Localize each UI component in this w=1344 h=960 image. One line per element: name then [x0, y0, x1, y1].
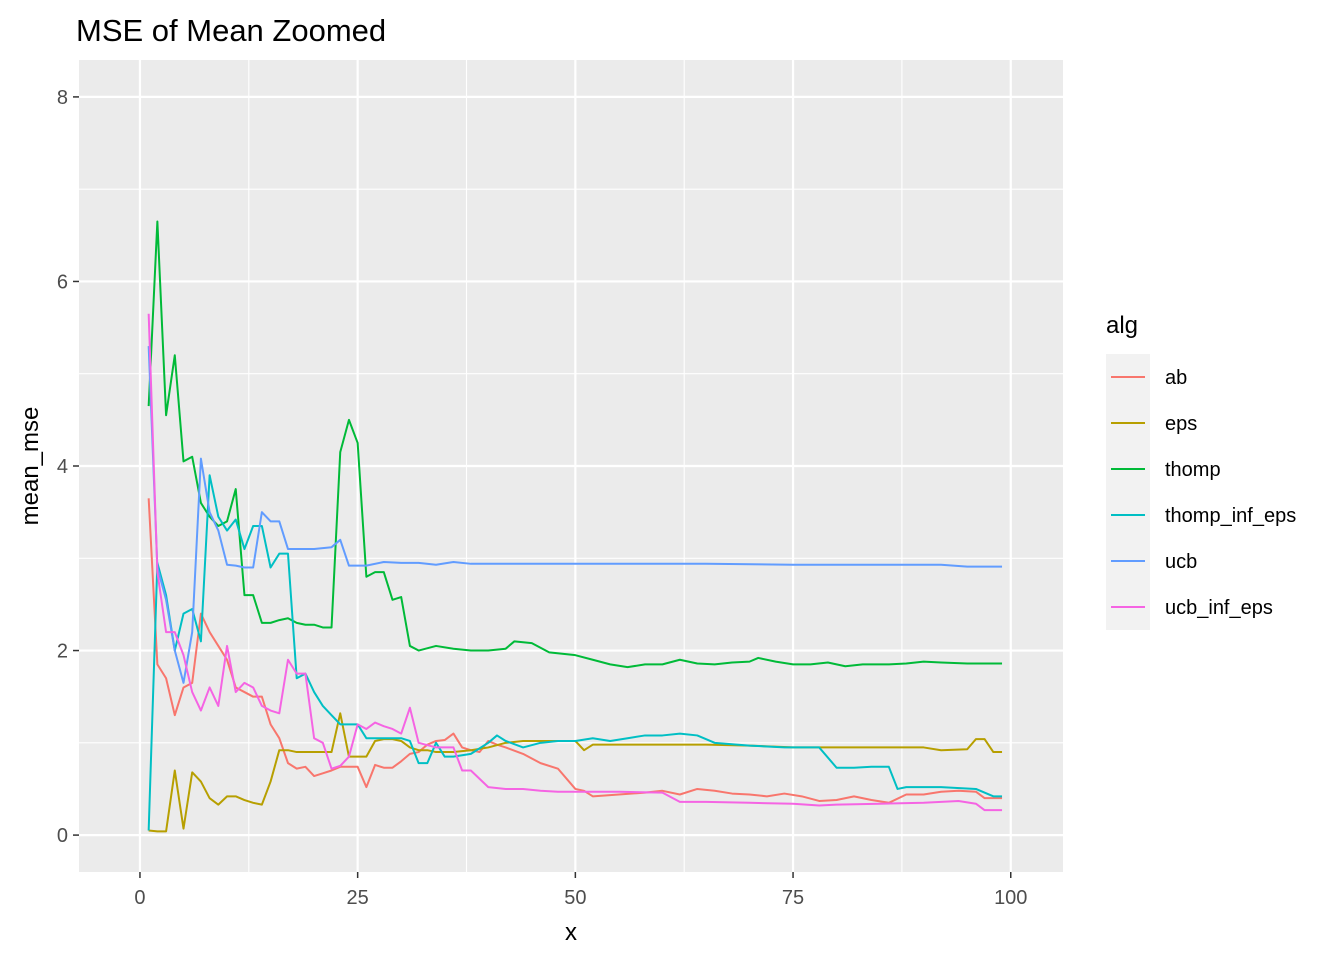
- legend-label: ab: [1165, 367, 1187, 389]
- legend-label: thomp_inf_eps: [1165, 505, 1296, 527]
- x-tick-label: 100: [994, 887, 1027, 909]
- y-tick-label: 0: [57, 825, 68, 847]
- y-tick-label: 8: [57, 87, 68, 109]
- x-axis: 0 25 50 75 100: [134, 872, 1027, 909]
- y-tick-label: 6: [57, 271, 68, 293]
- y-axis-title: mean_mse: [17, 407, 44, 526]
- x-tick-label: 50: [564, 887, 586, 909]
- series-line-ucb-inf-eps: [147, 313, 1003, 812]
- x-tick-label: 25: [347, 887, 369, 909]
- legend-label: ucb_inf_eps: [1165, 597, 1273, 619]
- series-line-ucb: [147, 346, 1003, 684]
- x-tick-label: 0: [134, 887, 145, 909]
- legend-label: eps: [1165, 413, 1197, 435]
- chart-title: MSE of Mean Zoomed: [76, 13, 386, 48]
- series-line-thomp-inf-eps: [147, 474, 1003, 831]
- y-tick-label: 2: [57, 641, 68, 663]
- series-line-thomp: [147, 220, 1003, 669]
- legend-title: alg: [1106, 312, 1138, 339]
- legend-label: thomp: [1165, 459, 1221, 481]
- series-lines: [147, 220, 1003, 833]
- y-axis: 0 2 4 6 8: [57, 87, 79, 847]
- legend-label: ucb: [1165, 551, 1197, 573]
- x-tick-label: 75: [782, 887, 804, 909]
- series-line-ab: [147, 498, 1003, 804]
- x-axis-title: x: [565, 919, 577, 946]
- major-gridlines: [79, 60, 1063, 872]
- y-tick-label: 4: [57, 456, 68, 478]
